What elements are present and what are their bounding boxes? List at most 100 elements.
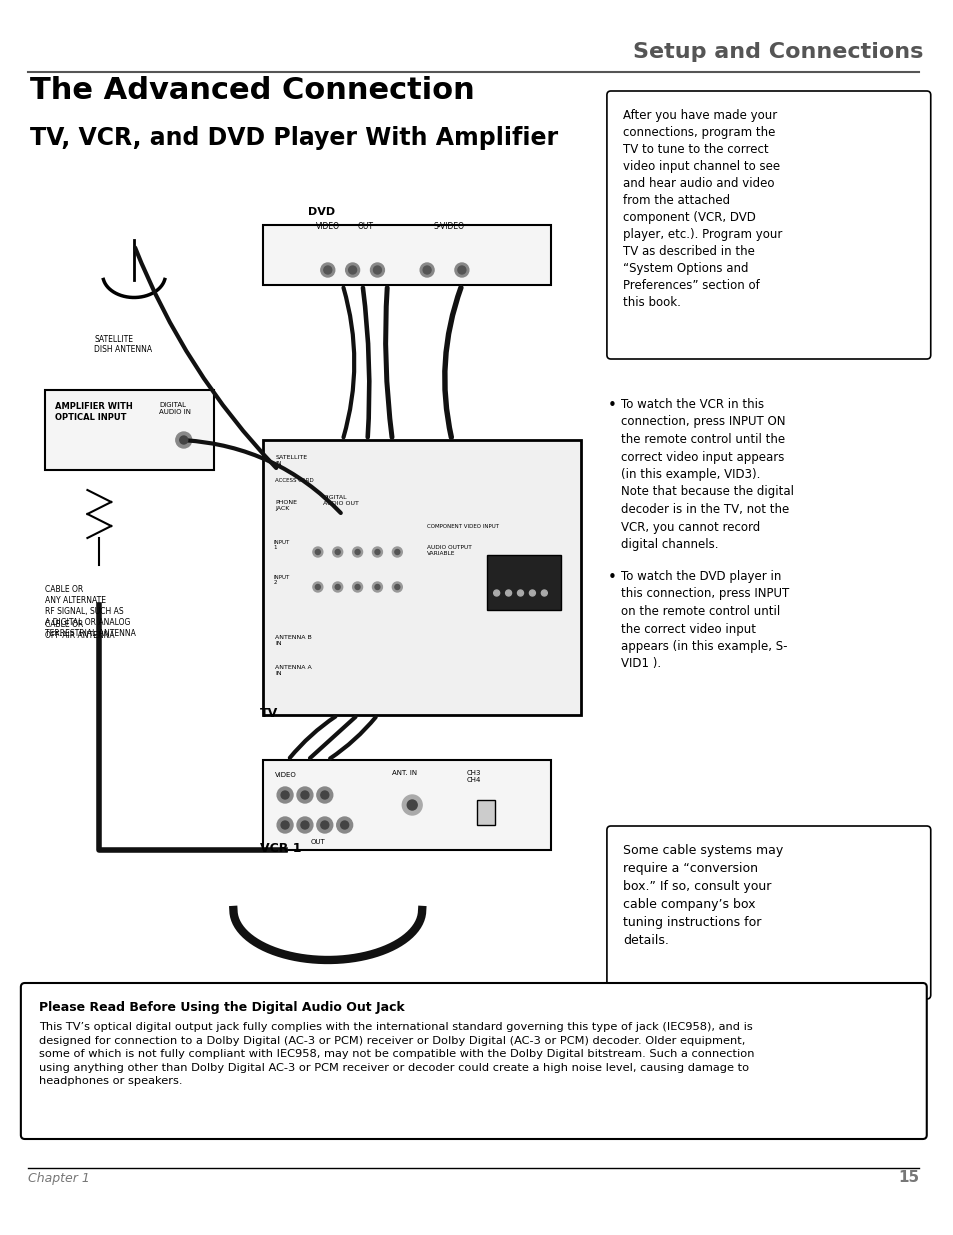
- Circle shape: [517, 590, 523, 597]
- Bar: [263, 440, 580, 715]
- Text: S-VIDEO: S-VIDEO: [433, 222, 464, 231]
- Circle shape: [315, 584, 320, 589]
- Circle shape: [320, 821, 329, 829]
- Text: DVD: DVD: [308, 207, 335, 217]
- Text: DIGITAL
AUDIO IN: DIGITAL AUDIO IN: [159, 403, 191, 415]
- Circle shape: [493, 590, 499, 597]
- Text: To watch the DVD player in
this connection, press INPUT
on the remote control un: To watch the DVD player in this connecti…: [620, 571, 788, 671]
- Circle shape: [353, 582, 362, 592]
- Circle shape: [348, 266, 356, 274]
- Text: COMPONENT VIDEO INPUT: COMPONENT VIDEO INPUT: [427, 524, 498, 529]
- Text: OUT: OUT: [357, 222, 374, 231]
- Circle shape: [320, 790, 329, 799]
- Circle shape: [316, 818, 333, 832]
- Text: TV, VCR, and DVD Player With Amplifier: TV, VCR, and DVD Player With Amplifier: [30, 126, 558, 149]
- Bar: [45, 390, 213, 471]
- Circle shape: [355, 584, 359, 589]
- Text: VIDEO: VIDEO: [274, 772, 296, 778]
- Circle shape: [313, 582, 322, 592]
- Circle shape: [345, 263, 359, 277]
- Circle shape: [333, 582, 342, 592]
- Circle shape: [335, 584, 340, 589]
- Text: CABLE OR
ANY ALTERNATE
RF SIGNAL, SUCH AS
A DIGITAL OR ANALOG
TERRESTRIAL ANTENN: CABLE OR ANY ALTERNATE RF SIGNAL, SUCH A…: [45, 585, 135, 638]
- Text: •: •: [607, 571, 617, 585]
- Circle shape: [455, 263, 468, 277]
- Text: INPUT
1: INPUT 1: [273, 540, 289, 551]
- Circle shape: [335, 550, 340, 555]
- Circle shape: [296, 818, 313, 832]
- Text: ANTENNA B
IN: ANTENNA B IN: [274, 635, 312, 646]
- Circle shape: [423, 266, 431, 274]
- Circle shape: [419, 263, 434, 277]
- Text: AMPLIFIER WITH
OPTICAL INPUT: AMPLIFIER WITH OPTICAL INPUT: [54, 403, 132, 422]
- Circle shape: [540, 590, 547, 597]
- Text: CH3
CH4: CH3 CH4: [466, 769, 481, 783]
- Text: SATELLITE
IN: SATELLITE IN: [274, 454, 307, 466]
- FancyBboxPatch shape: [21, 983, 925, 1139]
- Circle shape: [320, 263, 335, 277]
- Text: Chapter 1: Chapter 1: [28, 1172, 90, 1186]
- Text: ACCESS CARD: ACCESS CARD: [274, 478, 314, 483]
- Text: INPUT
2: INPUT 2: [273, 576, 289, 585]
- Text: DIGITAL
AUDIO OUT: DIGITAL AUDIO OUT: [322, 495, 358, 506]
- Circle shape: [313, 547, 322, 557]
- Text: 15: 15: [898, 1170, 919, 1186]
- Text: CABLE OR
OFF-AIR ANTENNA: CABLE OR OFF-AIR ANTENNA: [45, 620, 114, 640]
- Circle shape: [407, 800, 416, 810]
- Text: VCR 1: VCR 1: [260, 842, 301, 855]
- Text: This TV’s optical digital output jack fully complies with the international stan: This TV’s optical digital output jack fu…: [39, 1023, 754, 1087]
- Circle shape: [372, 582, 382, 592]
- FancyBboxPatch shape: [606, 91, 930, 359]
- Circle shape: [296, 787, 313, 803]
- Text: PHONE
JACK: PHONE JACK: [274, 500, 296, 511]
- Circle shape: [402, 795, 422, 815]
- Text: SATELLITE
DISH ANTENNA: SATELLITE DISH ANTENNA: [94, 335, 152, 354]
- Circle shape: [392, 547, 402, 557]
- Circle shape: [276, 787, 293, 803]
- Text: •: •: [607, 398, 617, 412]
- Circle shape: [353, 547, 362, 557]
- Circle shape: [395, 550, 399, 555]
- Circle shape: [505, 590, 511, 597]
- Text: ANT. IN: ANT. IN: [392, 769, 417, 776]
- Circle shape: [355, 550, 359, 555]
- Bar: [476, 800, 495, 825]
- Circle shape: [336, 818, 353, 832]
- Text: TV: TV: [260, 706, 278, 720]
- Circle shape: [392, 582, 402, 592]
- Text: Setup and Connections: Setup and Connections: [633, 42, 923, 62]
- Text: Some cable systems may
require a “conversion
box.” If so, consult your
cable com: Some cable systems may require a “conver…: [622, 844, 782, 947]
- Circle shape: [333, 547, 342, 557]
- Text: The Advanced Connection: The Advanced Connection: [30, 77, 474, 105]
- Circle shape: [370, 263, 384, 277]
- Circle shape: [395, 584, 399, 589]
- FancyBboxPatch shape: [606, 826, 930, 999]
- Circle shape: [373, 266, 381, 274]
- Circle shape: [175, 432, 192, 448]
- Circle shape: [375, 550, 379, 555]
- Circle shape: [457, 266, 465, 274]
- Circle shape: [300, 821, 309, 829]
- Circle shape: [323, 266, 332, 274]
- Circle shape: [281, 790, 289, 799]
- Text: ANTENNA A
IN: ANTENNA A IN: [274, 664, 312, 676]
- Text: AUDIO OUTPUT
VARIABLE: AUDIO OUTPUT VARIABLE: [427, 545, 472, 556]
- Bar: [486, 555, 560, 610]
- Circle shape: [300, 790, 309, 799]
- Circle shape: [375, 584, 379, 589]
- Circle shape: [276, 818, 293, 832]
- Circle shape: [315, 550, 320, 555]
- Circle shape: [372, 547, 382, 557]
- Text: VIDEO: VIDEO: [315, 222, 339, 231]
- Circle shape: [179, 436, 188, 445]
- Circle shape: [340, 821, 348, 829]
- Bar: [263, 760, 551, 850]
- Text: OUT: OUT: [310, 839, 325, 845]
- Circle shape: [316, 787, 333, 803]
- Circle shape: [529, 590, 535, 597]
- Text: To watch the VCR in this
connection, press INPUT ON
the remote control until the: To watch the VCR in this connection, pre…: [620, 398, 793, 551]
- Bar: [263, 225, 551, 285]
- Text: Please Read Before Using the Digital Audio Out Jack: Please Read Before Using the Digital Aud…: [39, 1002, 404, 1014]
- Circle shape: [281, 821, 289, 829]
- Text: After you have made your
connections, program the
TV to tune to the correct
vide: After you have made your connections, pr…: [622, 109, 781, 309]
